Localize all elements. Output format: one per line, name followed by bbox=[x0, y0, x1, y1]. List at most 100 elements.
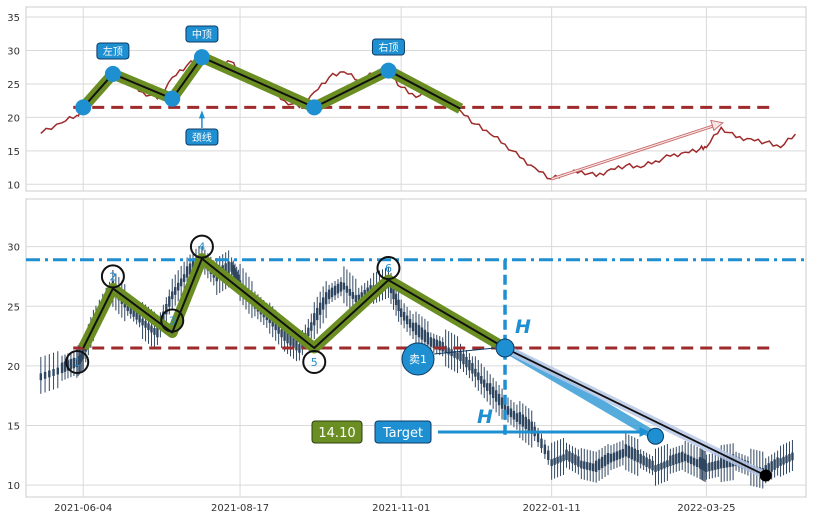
xtick-label: 2021-08-17 bbox=[211, 503, 269, 514]
pattern-point-circle bbox=[376, 256, 401, 281]
candle-body bbox=[700, 457, 703, 470]
bottom-ytick-label: 30 bbox=[7, 243, 20, 254]
candle-body bbox=[494, 390, 498, 402]
candle-body bbox=[63, 361, 67, 372]
candle-body bbox=[624, 444, 628, 457]
candle-body bbox=[615, 451, 619, 461]
candle-body bbox=[141, 318, 144, 326]
candle-body bbox=[720, 456, 723, 469]
candle-body bbox=[648, 459, 651, 469]
candle-body bbox=[518, 412, 522, 425]
candle-body bbox=[72, 357, 76, 369]
bottom-pattern-line bbox=[82, 257, 506, 349]
xtick-label: 2022-03-25 bbox=[677, 503, 735, 514]
candle-body bbox=[630, 447, 633, 460]
candle-body bbox=[483, 379, 486, 388]
right-top-label-box bbox=[371, 38, 405, 56]
middle-top-label: 中顶 bbox=[192, 28, 212, 41]
candle-body bbox=[453, 350, 456, 358]
candle-body bbox=[432, 338, 436, 348]
candle-body bbox=[324, 292, 328, 305]
candle-body bbox=[447, 347, 450, 355]
candle-body bbox=[559, 455, 562, 463]
candle-body bbox=[660, 462, 663, 470]
candle-body bbox=[639, 454, 642, 464]
candle-body bbox=[714, 461, 717, 470]
recovery-arrow-head bbox=[710, 119, 724, 132]
candle-body bbox=[702, 459, 706, 471]
candle-body bbox=[675, 453, 678, 465]
candle-body bbox=[683, 453, 687, 462]
candle-body bbox=[612, 452, 616, 462]
candle-body bbox=[603, 454, 607, 467]
candle-body bbox=[681, 451, 684, 463]
candle-body bbox=[465, 356, 468, 368]
candle-body bbox=[618, 450, 622, 459]
pattern-point-label: 5 bbox=[311, 356, 318, 369]
candle-body bbox=[669, 455, 672, 467]
pattern-marker bbox=[164, 90, 181, 107]
candle-body bbox=[509, 408, 513, 418]
candle-body bbox=[408, 319, 412, 328]
target-arrow-head bbox=[639, 427, 650, 437]
candle-body bbox=[642, 455, 645, 466]
target-value-box bbox=[311, 420, 363, 444]
candle-body bbox=[174, 287, 177, 295]
bottom-ytick-label: 25 bbox=[7, 302, 20, 313]
candle-body bbox=[491, 386, 495, 399]
bottom-ytick-label: 15 bbox=[7, 421, 20, 432]
candle-body bbox=[692, 457, 696, 466]
candle-body bbox=[39, 373, 43, 381]
xtick-label: 2021-06-04 bbox=[54, 503, 112, 514]
candle-body bbox=[176, 282, 180, 291]
candle-body bbox=[224, 263, 227, 276]
candle-body bbox=[627, 445, 631, 458]
candle-body bbox=[397, 299, 400, 312]
candle-body bbox=[785, 455, 788, 464]
candle-body bbox=[438, 340, 441, 351]
candle-body bbox=[138, 312, 141, 323]
left-top-label-box bbox=[96, 42, 130, 60]
candle-body bbox=[773, 459, 776, 470]
candle-body bbox=[565, 449, 568, 461]
pattern-point-circle bbox=[302, 350, 327, 374]
candle-body bbox=[788, 453, 791, 462]
neckline-label-box bbox=[185, 128, 219, 146]
candle-body bbox=[188, 263, 192, 275]
candle-body bbox=[672, 454, 675, 466]
candle-body bbox=[698, 457, 702, 469]
candle-body bbox=[286, 331, 289, 344]
candle-body bbox=[589, 462, 592, 471]
candle-body bbox=[271, 318, 274, 327]
candle-body bbox=[556, 456, 559, 464]
candle-body bbox=[283, 329, 286, 341]
candle-body bbox=[586, 462, 589, 470]
candle-body bbox=[162, 311, 165, 323]
candle-body bbox=[227, 261, 230, 274]
candle-body bbox=[171, 291, 174, 300]
candle-body bbox=[232, 265, 235, 275]
candle-body bbox=[591, 463, 595, 472]
candle-body bbox=[354, 295, 358, 302]
candle-body bbox=[568, 451, 571, 462]
candle-body bbox=[711, 461, 714, 471]
candle-body bbox=[280, 329, 283, 338]
candle-body bbox=[313, 313, 316, 326]
candle-body bbox=[779, 458, 782, 467]
candle-body bbox=[633, 448, 636, 461]
bottom-ytick-label: 20 bbox=[7, 362, 20, 373]
top-ytick-label: 35 bbox=[7, 13, 20, 24]
candle-body bbox=[342, 282, 346, 290]
candle-body bbox=[76, 357, 80, 366]
breakdown-marker bbox=[495, 338, 515, 358]
candle-body bbox=[56, 367, 59, 375]
candle-body bbox=[695, 459, 699, 467]
height-label-lower: H bbox=[477, 406, 493, 428]
candle-body bbox=[543, 444, 547, 455]
candle-body bbox=[429, 337, 433, 347]
candle-body bbox=[571, 452, 574, 464]
target-label: Target bbox=[382, 426, 423, 441]
pattern-point-label: 1 bbox=[74, 356, 81, 369]
candle-body bbox=[645, 457, 648, 467]
